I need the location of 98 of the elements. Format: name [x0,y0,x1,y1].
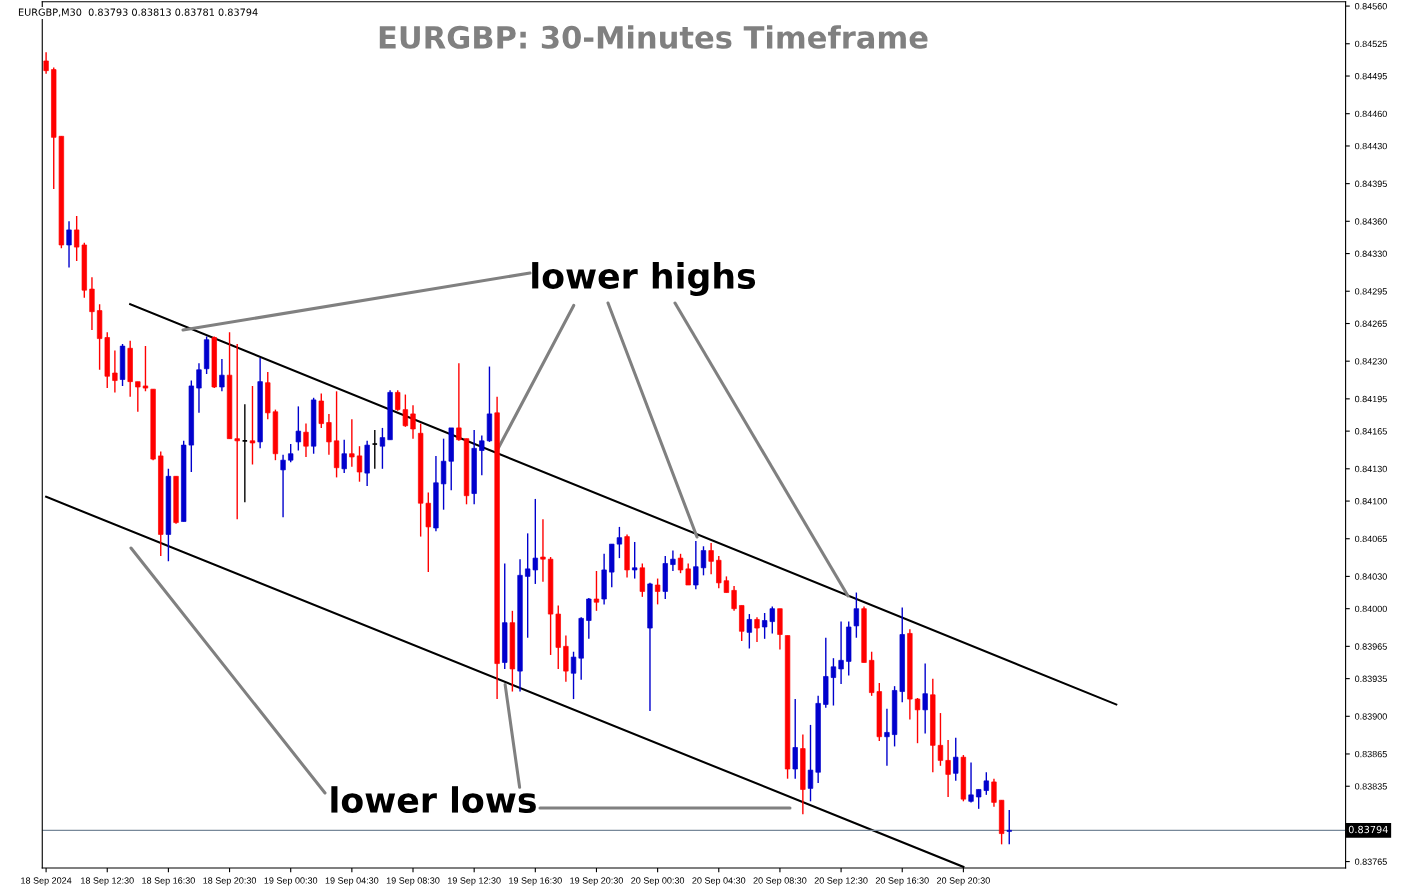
candlestick [410,404,416,440]
y-tick-label: 0.83935 [1354,675,1387,682]
y-tick-label: 0.84100 [1354,498,1387,505]
candlestick [66,220,72,269]
y-tick-label: 0.84560 [1354,3,1387,10]
candlestick [586,597,592,640]
candlestick [456,362,462,442]
annotation: lower lows [331,786,536,814]
candlestick [479,434,485,476]
candlestick [693,540,699,591]
y-tick-label: 0.83965 [1354,643,1387,650]
candlestick [295,405,301,452]
candlestick [632,541,638,580]
candlestick [991,778,997,808]
x-tick-label: 20 Sep 00:30 [631,877,685,886]
candlestick [112,349,118,394]
candlestick [219,358,225,393]
candlestick [234,343,240,521]
y-tick-label: 0.84195 [1354,395,1387,403]
candlestick [807,724,814,802]
x-tick-label: 19 Sep 04:30 [325,877,379,886]
candlestick [746,613,752,650]
candlestick [792,698,798,780]
y-tick-label: 0.83900 [1354,713,1387,720]
candlestick [968,761,974,804]
x-tick-label: 18 Sep 20:30 [203,877,257,886]
candlestick [593,570,600,612]
candlestick [43,51,49,75]
y-tick-label: 0.84460 [1354,110,1387,118]
x-tick-label: 20 Sep 12:30 [814,877,868,886]
text: EURGBP,M30 0.83793 0.83813 0.83781 0.83794 [18,8,258,17]
candlestick [326,413,332,456]
x-tick-label: 19 Sep 12:30 [448,877,501,886]
candlestick [570,651,577,700]
y-tick-label: 0.83765 [1354,858,1387,865]
candlestick [884,708,890,767]
candlestick [371,429,378,470]
y-tick-label: 0.84495 [1354,72,1387,80]
x-tick-label: 18 Sep 2024 [21,877,72,886]
y-tick-label: 0.84360 [1354,218,1387,225]
y-tick-label: 0.83835 [1354,783,1387,790]
candlestick [135,380,141,413]
y-tick-label: 0.84395 [1354,180,1387,187]
candlestick [341,439,347,474]
candlestick [914,697,921,744]
x-tick-label: 20 Sep 04:30 [692,877,746,886]
x-tick-label: 20 Sep 08:30 [753,877,807,886]
x-tick-label: 18 Sep 16:30 [142,877,195,886]
candlestick [700,545,707,577]
ref-line-label: 0.83794 [1348,825,1388,834]
x-tick-label: 18 Sep 12:30 [81,877,134,886]
x-tick-label: 19 Sep 00:30 [264,877,318,886]
candlestick [288,443,294,464]
candlestick [670,549,676,572]
x-tick-label: 19 Sep 08:30 [386,877,440,886]
candlestick [677,553,684,574]
y-tick-label: 0.84030 [1354,573,1387,580]
candlestick [303,422,309,458]
x-tick-label: 19 Sep 16:30 [509,877,562,886]
y-tick-label: 0.84165 [1354,428,1387,435]
candlestick [379,427,386,470]
candlestick [731,585,737,612]
y-tick-label: 0.84295 [1354,288,1387,295]
y-tick-label: 0.84130 [1354,465,1387,473]
x-tick-label: 19 Sep 20:30 [570,877,623,886]
candlestick [708,542,714,575]
x-tick-label: 20 Sep 16:30 [875,877,929,886]
candlestick [249,385,256,466]
candlestick [241,403,248,503]
candlestick [356,445,363,483]
candlestick [937,712,944,767]
candlestick [1006,809,1012,846]
candlestick [953,737,959,782]
candlestick [654,577,661,606]
y-tick-label: 0.84330 [1354,250,1387,257]
y-tick-label: 0.84000 [1354,605,1387,613]
candlestick [639,562,645,598]
candlestick [142,345,149,393]
y-tick-label: 0.84525 [1354,40,1387,48]
candlestick [685,562,691,586]
candlestick [754,616,760,643]
y-tick-label: 0.84065 [1354,535,1387,543]
candlestick [280,454,286,518]
y-tick-label: 0.83865 [1354,750,1387,758]
candlestick [838,620,844,685]
candlestick [196,362,202,414]
candlestick [318,392,324,429]
candlestick [540,518,546,583]
y-tick-label: 0.84430 [1354,142,1387,150]
x-tick-label: 20 Sep 20:30 [936,877,990,886]
y-tick-label: 0.84265 [1354,320,1387,327]
candlestick [945,739,951,798]
annotation: lower highs [532,262,756,296]
text: EURGBP: 30-Minutes Timeframe [379,25,928,49]
candlestick [349,418,355,468]
y-tick-label: 0.84230 [1354,358,1387,365]
candlestick [922,662,928,735]
candlestick [89,276,95,331]
